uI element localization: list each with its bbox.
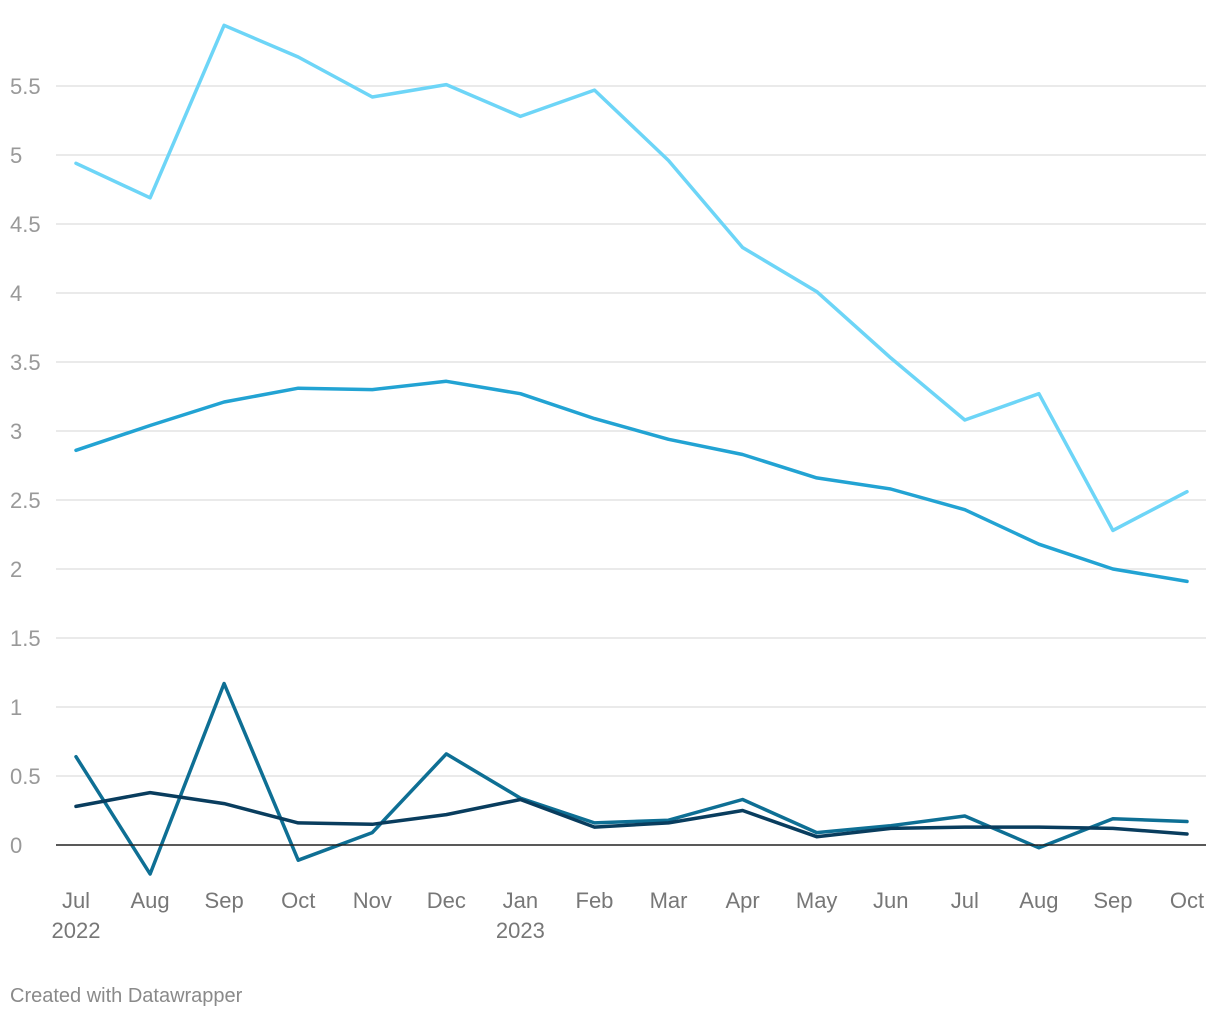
grid-lines: [56, 85, 1206, 777]
x-tick-label: Sep: [1093, 888, 1132, 913]
x-tick-label: Mar: [650, 888, 688, 913]
x-tick-label: Oct: [281, 888, 315, 913]
x-tick-year-label: 2023: [496, 918, 545, 943]
credit-text: Created with Datawrapper: [10, 985, 243, 1007]
y-tick-label: 4.5: [10, 212, 41, 237]
x-tick-label: Aug: [1019, 888, 1058, 913]
series-line-2: [74, 379, 1189, 584]
series-line-4: [74, 790, 1189, 839]
x-tick-label: Jun: [873, 888, 908, 913]
x-tick-year-label: 2022: [52, 918, 101, 943]
y-tick-label: 3: [10, 419, 22, 444]
series-line-1: [74, 23, 1189, 533]
x-tick-label: Jul: [951, 888, 979, 913]
x-tick-label: Aug: [130, 888, 169, 913]
y-tick-label: 0: [10, 833, 22, 858]
y-tick-label: 5.5: [10, 74, 41, 99]
y-tick-label: 4: [10, 281, 22, 306]
y-tick-label: 3.5: [10, 350, 41, 375]
x-axis-tick-labels: Jul 2022 Aug Sep Oct Nov Dec Jan 2023 Feb Mar Apr Ma…: [52, 888, 1205, 943]
series-lines: [74, 23, 1189, 876]
y-tick-label: 1.5: [10, 626, 41, 651]
x-tick-label: Jul: [62, 888, 90, 913]
y-tick-label: 1: [10, 695, 22, 720]
y-tick-label: 5: [10, 143, 22, 168]
x-tick-label: Dec: [427, 888, 466, 913]
x-tick-label: Oct: [1170, 888, 1204, 913]
series-line-3: [74, 681, 1189, 876]
x-tick-label: Apr: [725, 888, 759, 913]
x-tick-label: Nov: [353, 888, 392, 913]
x-tick-label: Sep: [205, 888, 244, 913]
y-axis-tick-labels: 0 0.5 1 1.5 2 2.5 3 3.5 4 4.5 5 5.5: [10, 74, 41, 858]
y-tick-label: 0.5: [10, 764, 41, 789]
y-tick-label: 2: [10, 557, 22, 582]
x-tick-label: Feb: [576, 888, 614, 913]
y-tick-label: 2.5: [10, 488, 41, 513]
x-tick-label: May: [796, 888, 838, 913]
line-chart: 0 0.5 1 1.5 2 2.5 3 3.5 4 4.5 5 5.5 Jul 2022 Aug Sep Oc…: [10, 23, 1206, 943]
x-tick-label: Jan: [503, 888, 538, 913]
